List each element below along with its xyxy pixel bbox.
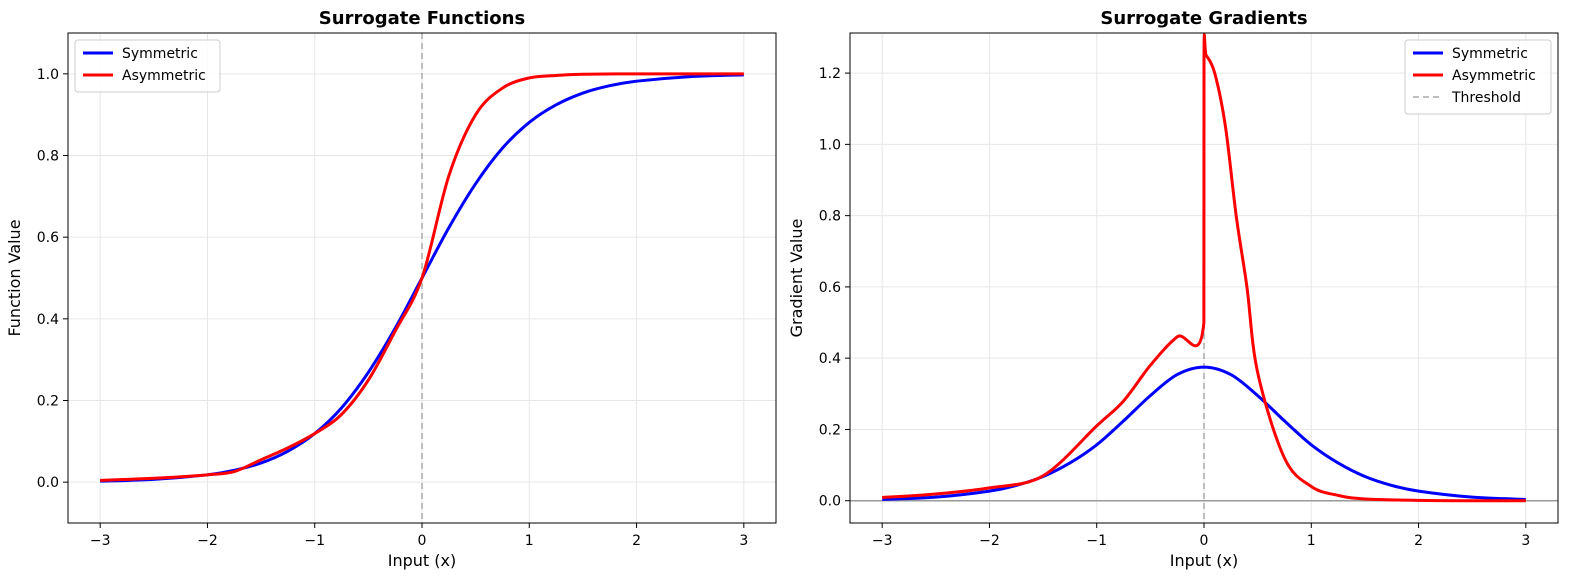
y-tick-label: 0.2 — [37, 394, 59, 410]
series-line-asymmetric — [100, 72, 744, 482]
y-tick-label: 0.2 — [819, 422, 841, 438]
x-tick-label: −1 — [304, 533, 325, 549]
y-tick-label: 0.6 — [819, 280, 841, 296]
y-tick-label: 0.0 — [37, 475, 59, 491]
x-axis-label: Input (x) — [1170, 551, 1238, 570]
y-tick-label: 0.4 — [819, 351, 841, 367]
series-group — [882, 33, 1526, 503]
chart-surrogate-functions: −3 −2 −1 0 1 2 3 0.0 0.2 0.4 0.6 0.8 1.0 Surrogate … — [5, 8, 777, 570]
legend: Symmetric Asymmetric — [74, 39, 221, 93]
x-tick-label: 1 — [1307, 533, 1316, 549]
series-group — [100, 72, 744, 483]
y-ticks: 0.0 0.2 0.4 0.6 0.8 1.0 — [37, 67, 68, 491]
legend-label-asymmetric: Asymmetric — [122, 68, 206, 84]
y-tick-label: 1.2 — [819, 66, 841, 82]
y-tick-label: 0.4 — [37, 312, 59, 328]
chart-title: Surrogate Gradients — [1100, 8, 1307, 29]
y-ticks: 0.0 0.2 0.4 0.6 0.8 1.0 1.2 — [819, 66, 850, 510]
x-tick-label: 3 — [1521, 533, 1530, 549]
x-tick-label: 0 — [1200, 533, 1209, 549]
legend-label-asymmetric: Asymmetric — [1452, 68, 1536, 84]
x-tick-label: −1 — [1086, 533, 1107, 549]
chart-surrogate-gradients: −3 −2 −1 0 1 2 3 0.0 0.2 0.4 0.6 0.8 1.0 1.2 Surroga… — [787, 8, 1559, 570]
legend-box — [1404, 39, 1552, 115]
x-tick-label: −3 — [872, 533, 893, 549]
chart-title: Surrogate Functions — [319, 8, 525, 29]
y-tick-label: 1.0 — [819, 137, 841, 153]
y-tick-label: 1.0 — [37, 67, 59, 83]
x-tick-label: −2 — [197, 533, 218, 549]
y-tick-label: 0.6 — [37, 230, 59, 246]
legend-label-symmetric: Symmetric — [1452, 46, 1528, 62]
x-tick-label: 3 — [739, 533, 748, 549]
legend-label-threshold: Threshold — [1451, 90, 1521, 106]
y-tick-label: 0.0 — [819, 494, 841, 510]
x-tick-label: −3 — [90, 533, 111, 549]
legend: Symmetric Asymmetric Threshold — [1404, 39, 1552, 115]
y-tick-label: 0.8 — [37, 149, 59, 165]
x-tick-label: 2 — [1414, 533, 1423, 549]
y-tick-label: 0.8 — [819, 209, 841, 225]
x-tick-label: 1 — [525, 533, 534, 549]
x-tick-label: 2 — [632, 533, 641, 549]
x-axis-label: Input (x) — [388, 551, 456, 570]
y-axis-label: Gradient Value — [787, 219, 806, 338]
y-axis-label: Function Value — [5, 219, 24, 336]
x-ticks: −3 −2 −1 0 1 2 3 — [90, 523, 748, 549]
legend-label-symmetric: Symmetric — [122, 46, 198, 62]
x-ticks: −3 −2 −1 0 1 2 3 — [872, 523, 1530, 549]
x-tick-label: −2 — [979, 533, 1000, 549]
series-line-asymmetric — [882, 33, 1526, 503]
x-tick-label: 0 — [418, 533, 427, 549]
